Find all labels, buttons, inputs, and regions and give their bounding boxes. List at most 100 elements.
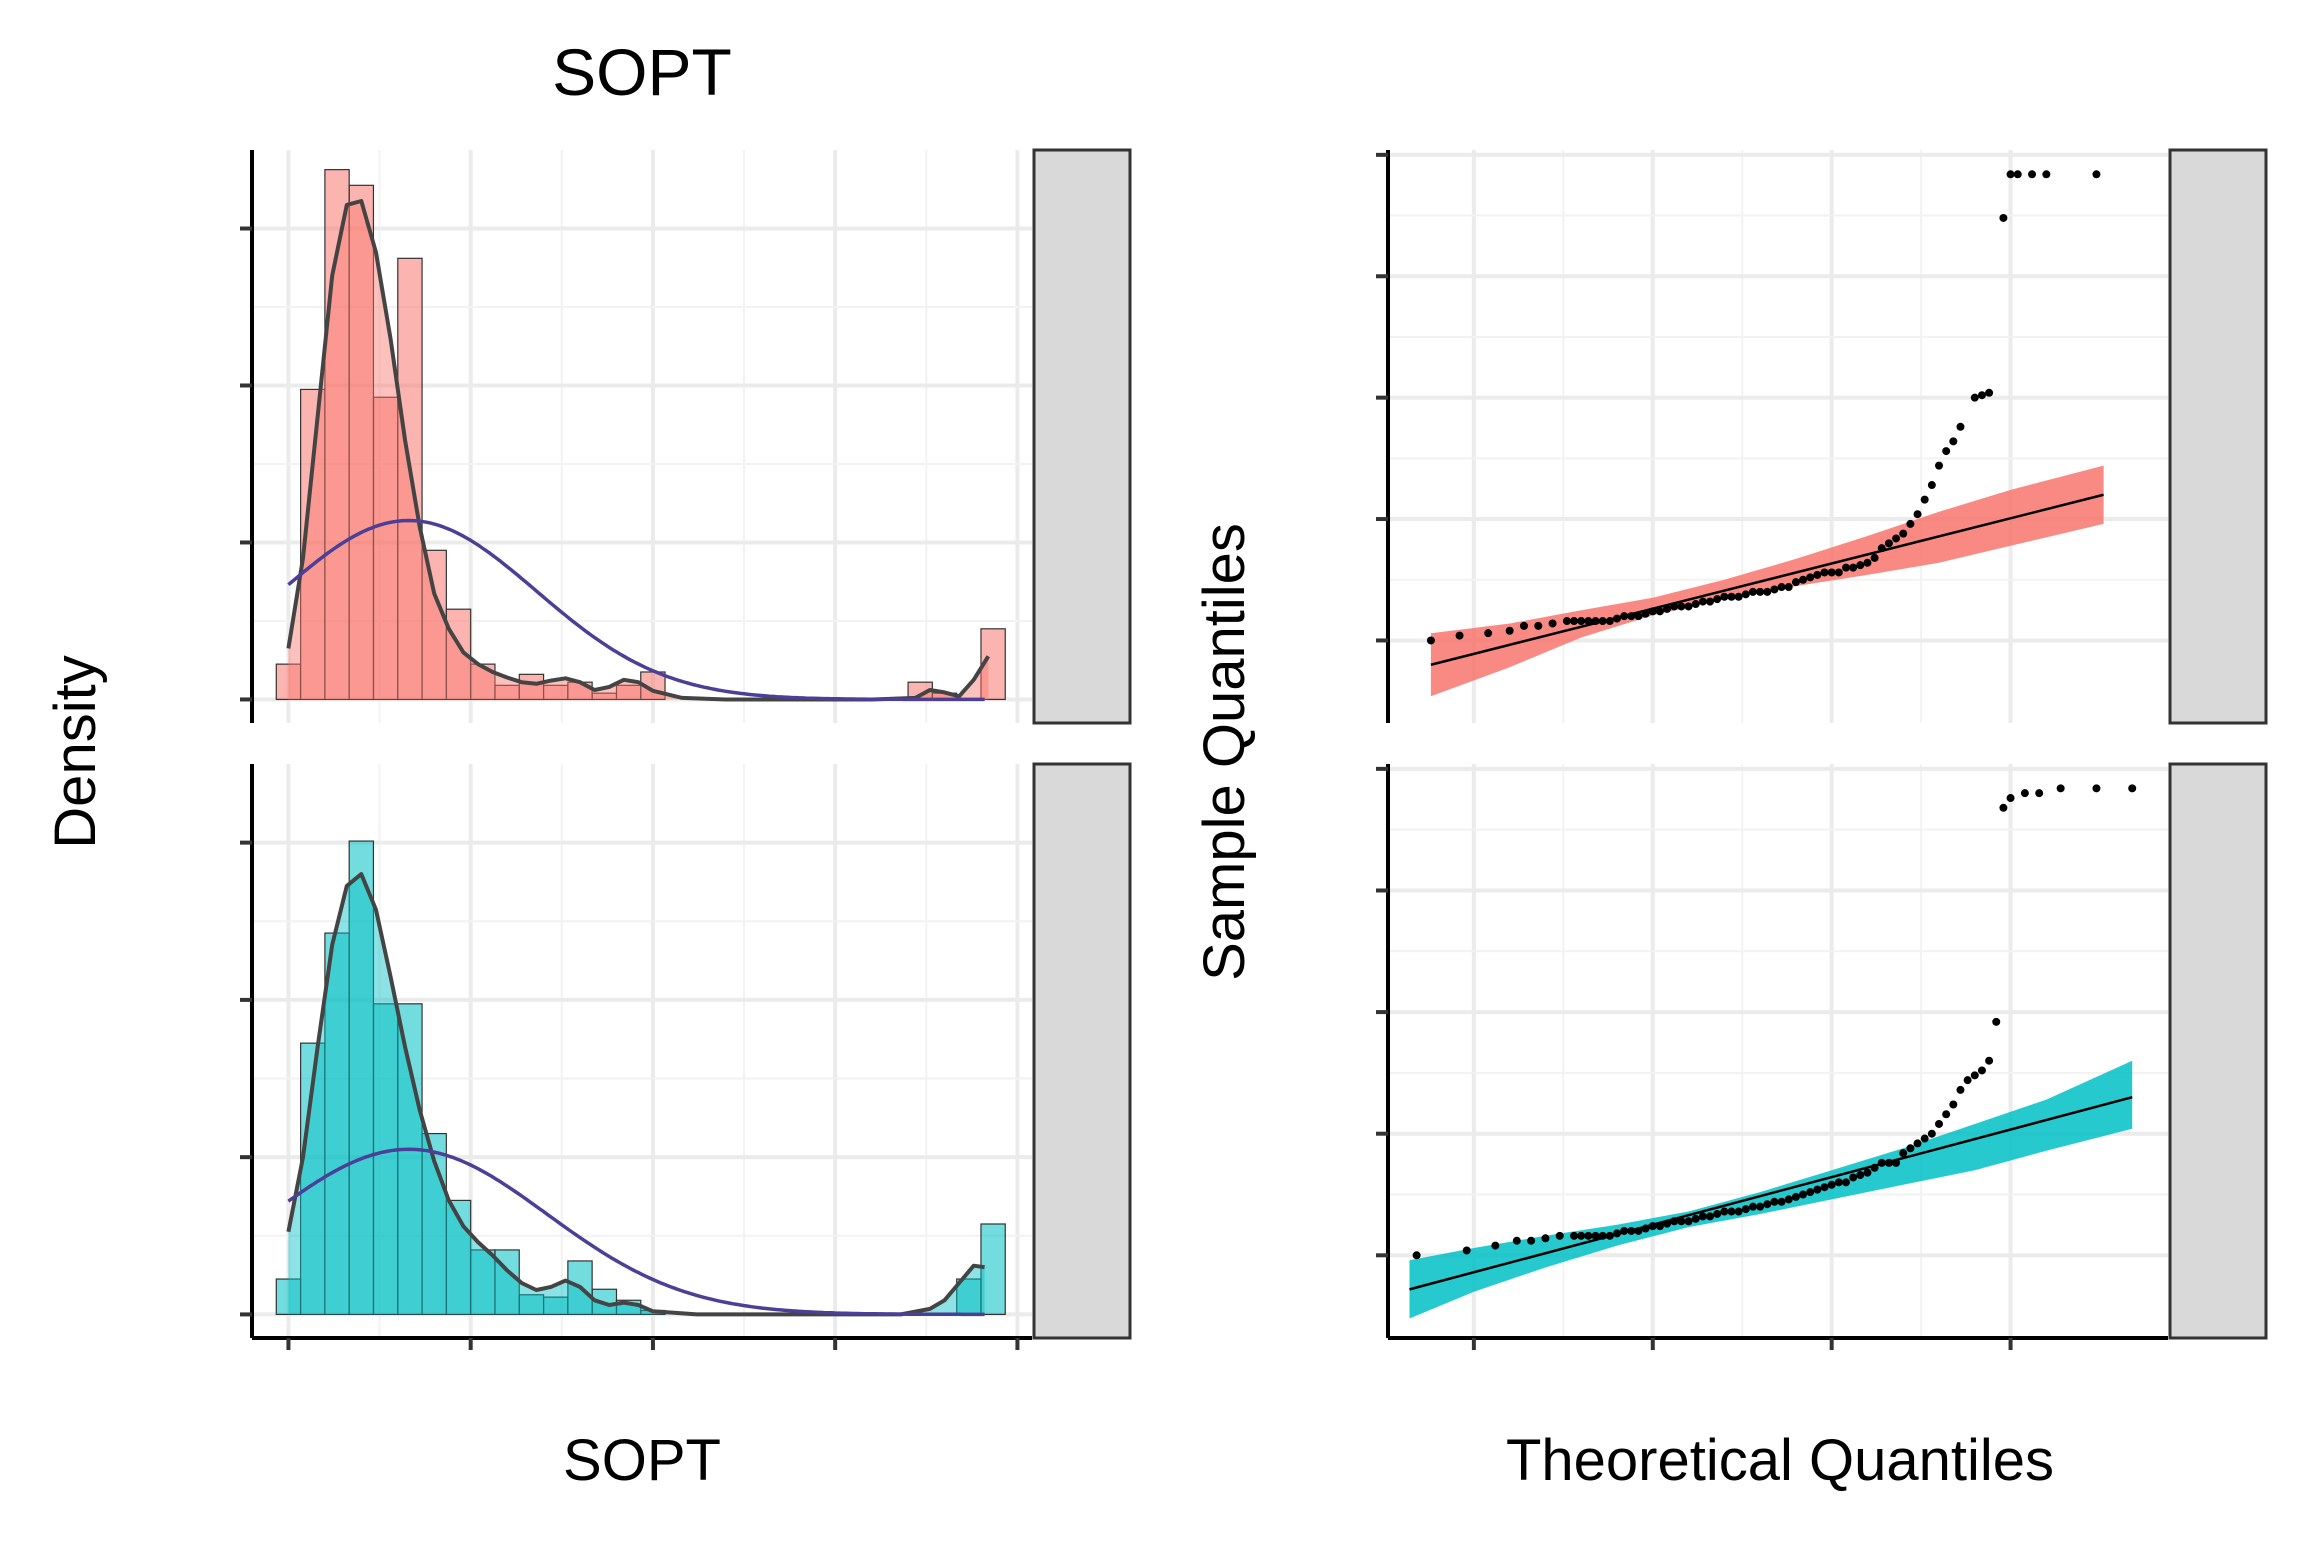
qq-reference-line xyxy=(1430,493,2104,666)
histogram-bar xyxy=(421,549,447,701)
qq-point xyxy=(1577,617,1586,626)
qq-point xyxy=(1648,607,1657,616)
qq-point xyxy=(1698,1212,1707,1221)
qq-point xyxy=(1591,617,1600,626)
qq-point xyxy=(1670,602,1679,611)
qq-point xyxy=(1877,544,1886,553)
qq-point xyxy=(1663,604,1672,613)
qq-point xyxy=(1691,600,1700,609)
qq-point xyxy=(1598,1231,1607,1240)
qq-point xyxy=(1899,1149,1908,1158)
hist-panel-0 xyxy=(240,148,1132,725)
qq-point xyxy=(1627,1226,1636,1235)
qq-point xyxy=(2035,789,2044,798)
qq-point xyxy=(1763,587,1772,596)
qq-point xyxy=(1841,1178,1850,1187)
confidence-band xyxy=(1409,1060,2133,1319)
qq-point xyxy=(1906,519,1915,528)
qq-point xyxy=(1970,1071,1979,1080)
qq-point xyxy=(1519,621,1528,630)
facet-strip xyxy=(2168,762,2268,1340)
qq-point xyxy=(1863,558,1872,567)
qq-point xyxy=(1684,1217,1693,1226)
qq-point xyxy=(1756,1202,1765,1211)
qq-point xyxy=(1562,617,1571,626)
qq-point xyxy=(1834,1178,1843,1187)
qq-point xyxy=(1806,573,1815,582)
qq-x-axis-label: Theoretical Quantiles xyxy=(1506,1428,2054,1493)
qq-point xyxy=(1691,1214,1700,1223)
qq-point xyxy=(1555,1231,1564,1240)
qq-point xyxy=(2006,170,2015,179)
qq-point xyxy=(1791,1192,1800,1201)
hist-x-axis-label: SOPT xyxy=(563,1428,721,1493)
facet-strip xyxy=(1032,148,1132,725)
qq-point xyxy=(1670,1217,1679,1226)
qq-point xyxy=(1584,1231,1593,1240)
qq-point xyxy=(1741,590,1750,599)
qq-point xyxy=(1706,597,1715,606)
qq-point xyxy=(2128,784,2137,793)
qq-point xyxy=(1927,1129,1936,1138)
qq-point xyxy=(1570,617,1579,626)
qq-point xyxy=(1634,612,1643,621)
qq-point xyxy=(1892,1158,1901,1167)
histogram-bar xyxy=(445,608,472,701)
qq-point xyxy=(1734,592,1743,601)
qq-point xyxy=(1999,803,2008,812)
qq-point xyxy=(1985,388,1994,397)
qq-point xyxy=(1942,1110,1951,1119)
qq-point xyxy=(1462,1246,1471,1255)
qq-y-axis-label: Sample Quantiles xyxy=(1192,523,1257,981)
qq-point xyxy=(1455,631,1464,640)
qq-point xyxy=(1534,621,1543,630)
qq-point xyxy=(1627,612,1636,621)
qq-point xyxy=(1713,1209,1722,1218)
qq-point xyxy=(1634,1226,1643,1235)
histogram-bar xyxy=(518,673,545,701)
qq-point xyxy=(1756,587,1765,596)
qq-point xyxy=(1720,1207,1729,1216)
qq-point xyxy=(1527,1236,1536,1245)
chart-title: SOPT xyxy=(552,35,732,109)
qq-point xyxy=(2092,784,2101,793)
qq-point xyxy=(1720,592,1729,601)
qq-point xyxy=(1612,614,1621,623)
qq-point xyxy=(1863,1168,1872,1177)
qq-point xyxy=(1648,1222,1657,1231)
hist-panel-1 xyxy=(240,762,1132,1350)
histogram-bar xyxy=(348,840,375,1316)
qq-point xyxy=(1799,575,1808,584)
qq-point xyxy=(1505,626,1514,635)
qq-point xyxy=(2006,794,2015,803)
qq-point xyxy=(1827,1180,1836,1189)
histogram-bar xyxy=(324,932,350,1316)
qq-point xyxy=(1541,1234,1550,1243)
qq-point xyxy=(1713,595,1722,604)
qq-point xyxy=(1977,1066,1986,1075)
qq-point xyxy=(1906,1144,1915,1153)
qq-point xyxy=(1913,1139,1922,1148)
qq-point xyxy=(1827,568,1836,577)
qq-point xyxy=(1748,1202,1757,1211)
qq-point xyxy=(1584,617,1593,626)
qq-point xyxy=(1992,1017,2001,1026)
qq-point xyxy=(1870,1163,1879,1172)
density-area xyxy=(288,201,989,700)
qq-point xyxy=(1655,1222,1664,1231)
qq-point xyxy=(1784,1195,1793,1204)
qq-point xyxy=(1892,534,1901,543)
qq-point xyxy=(1777,583,1786,592)
qq-panel-1 xyxy=(1376,762,2268,1350)
qq-point xyxy=(1770,1197,1779,1206)
qq-point xyxy=(1856,561,1865,570)
qq-point xyxy=(1884,1158,1893,1167)
qq-point xyxy=(1620,612,1629,621)
qq-point xyxy=(1820,1183,1829,1192)
qq-point xyxy=(1813,1185,1822,1194)
qq-point xyxy=(1770,585,1779,594)
qq-point xyxy=(1813,570,1822,579)
qq-point xyxy=(2042,170,2051,179)
